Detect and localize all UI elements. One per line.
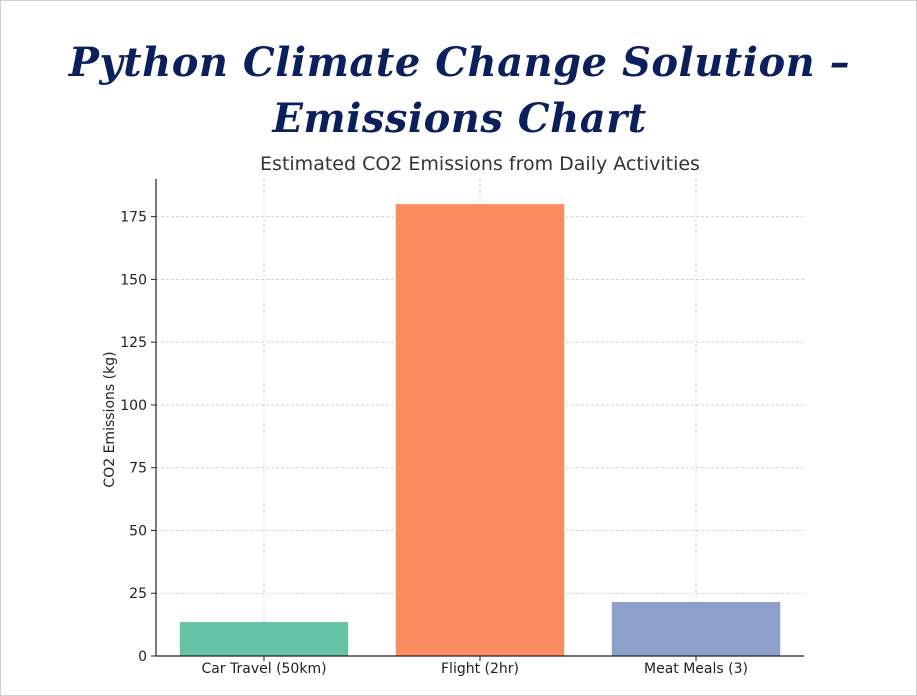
- page-title-line-2: Emissions Chart: [272, 95, 647, 142]
- y-ticks: 0 25 50 75 100 125 150 175: [120, 210, 156, 665]
- y-tick-label: 75: [129, 461, 147, 477]
- bar: [395, 204, 565, 656]
- y-tick-label: 100: [120, 398, 147, 414]
- y-axis-label: CO2 Emissions (kg): [102, 351, 118, 487]
- y-tick-label: 50: [129, 523, 147, 539]
- x-tick-label: Car Travel (50km): [201, 661, 326, 677]
- page-title: Python Climate Change Solution – Emissio…: [1, 35, 917, 147]
- x-tick-label: Flight (2hr): [441, 661, 519, 677]
- bar: [611, 602, 781, 656]
- y-tick-label: 175: [120, 210, 147, 226]
- chart-title: Estimated CO2 Emissions from Daily Activ…: [260, 153, 700, 175]
- y-tick-label: 25: [129, 586, 147, 602]
- bar: [179, 622, 349, 656]
- page-title-line-1: Python Climate Change Solution –: [68, 39, 851, 86]
- x-ticks: Car Travel (50km) Flight (2hr) Meat Meals …: [201, 656, 748, 677]
- y-tick-label: 125: [120, 335, 147, 351]
- x-tick-label: Meat Meals (3): [644, 661, 748, 677]
- bars: [179, 204, 781, 656]
- y-tick-label: 0: [138, 649, 147, 665]
- y-tick-label: 150: [120, 272, 147, 288]
